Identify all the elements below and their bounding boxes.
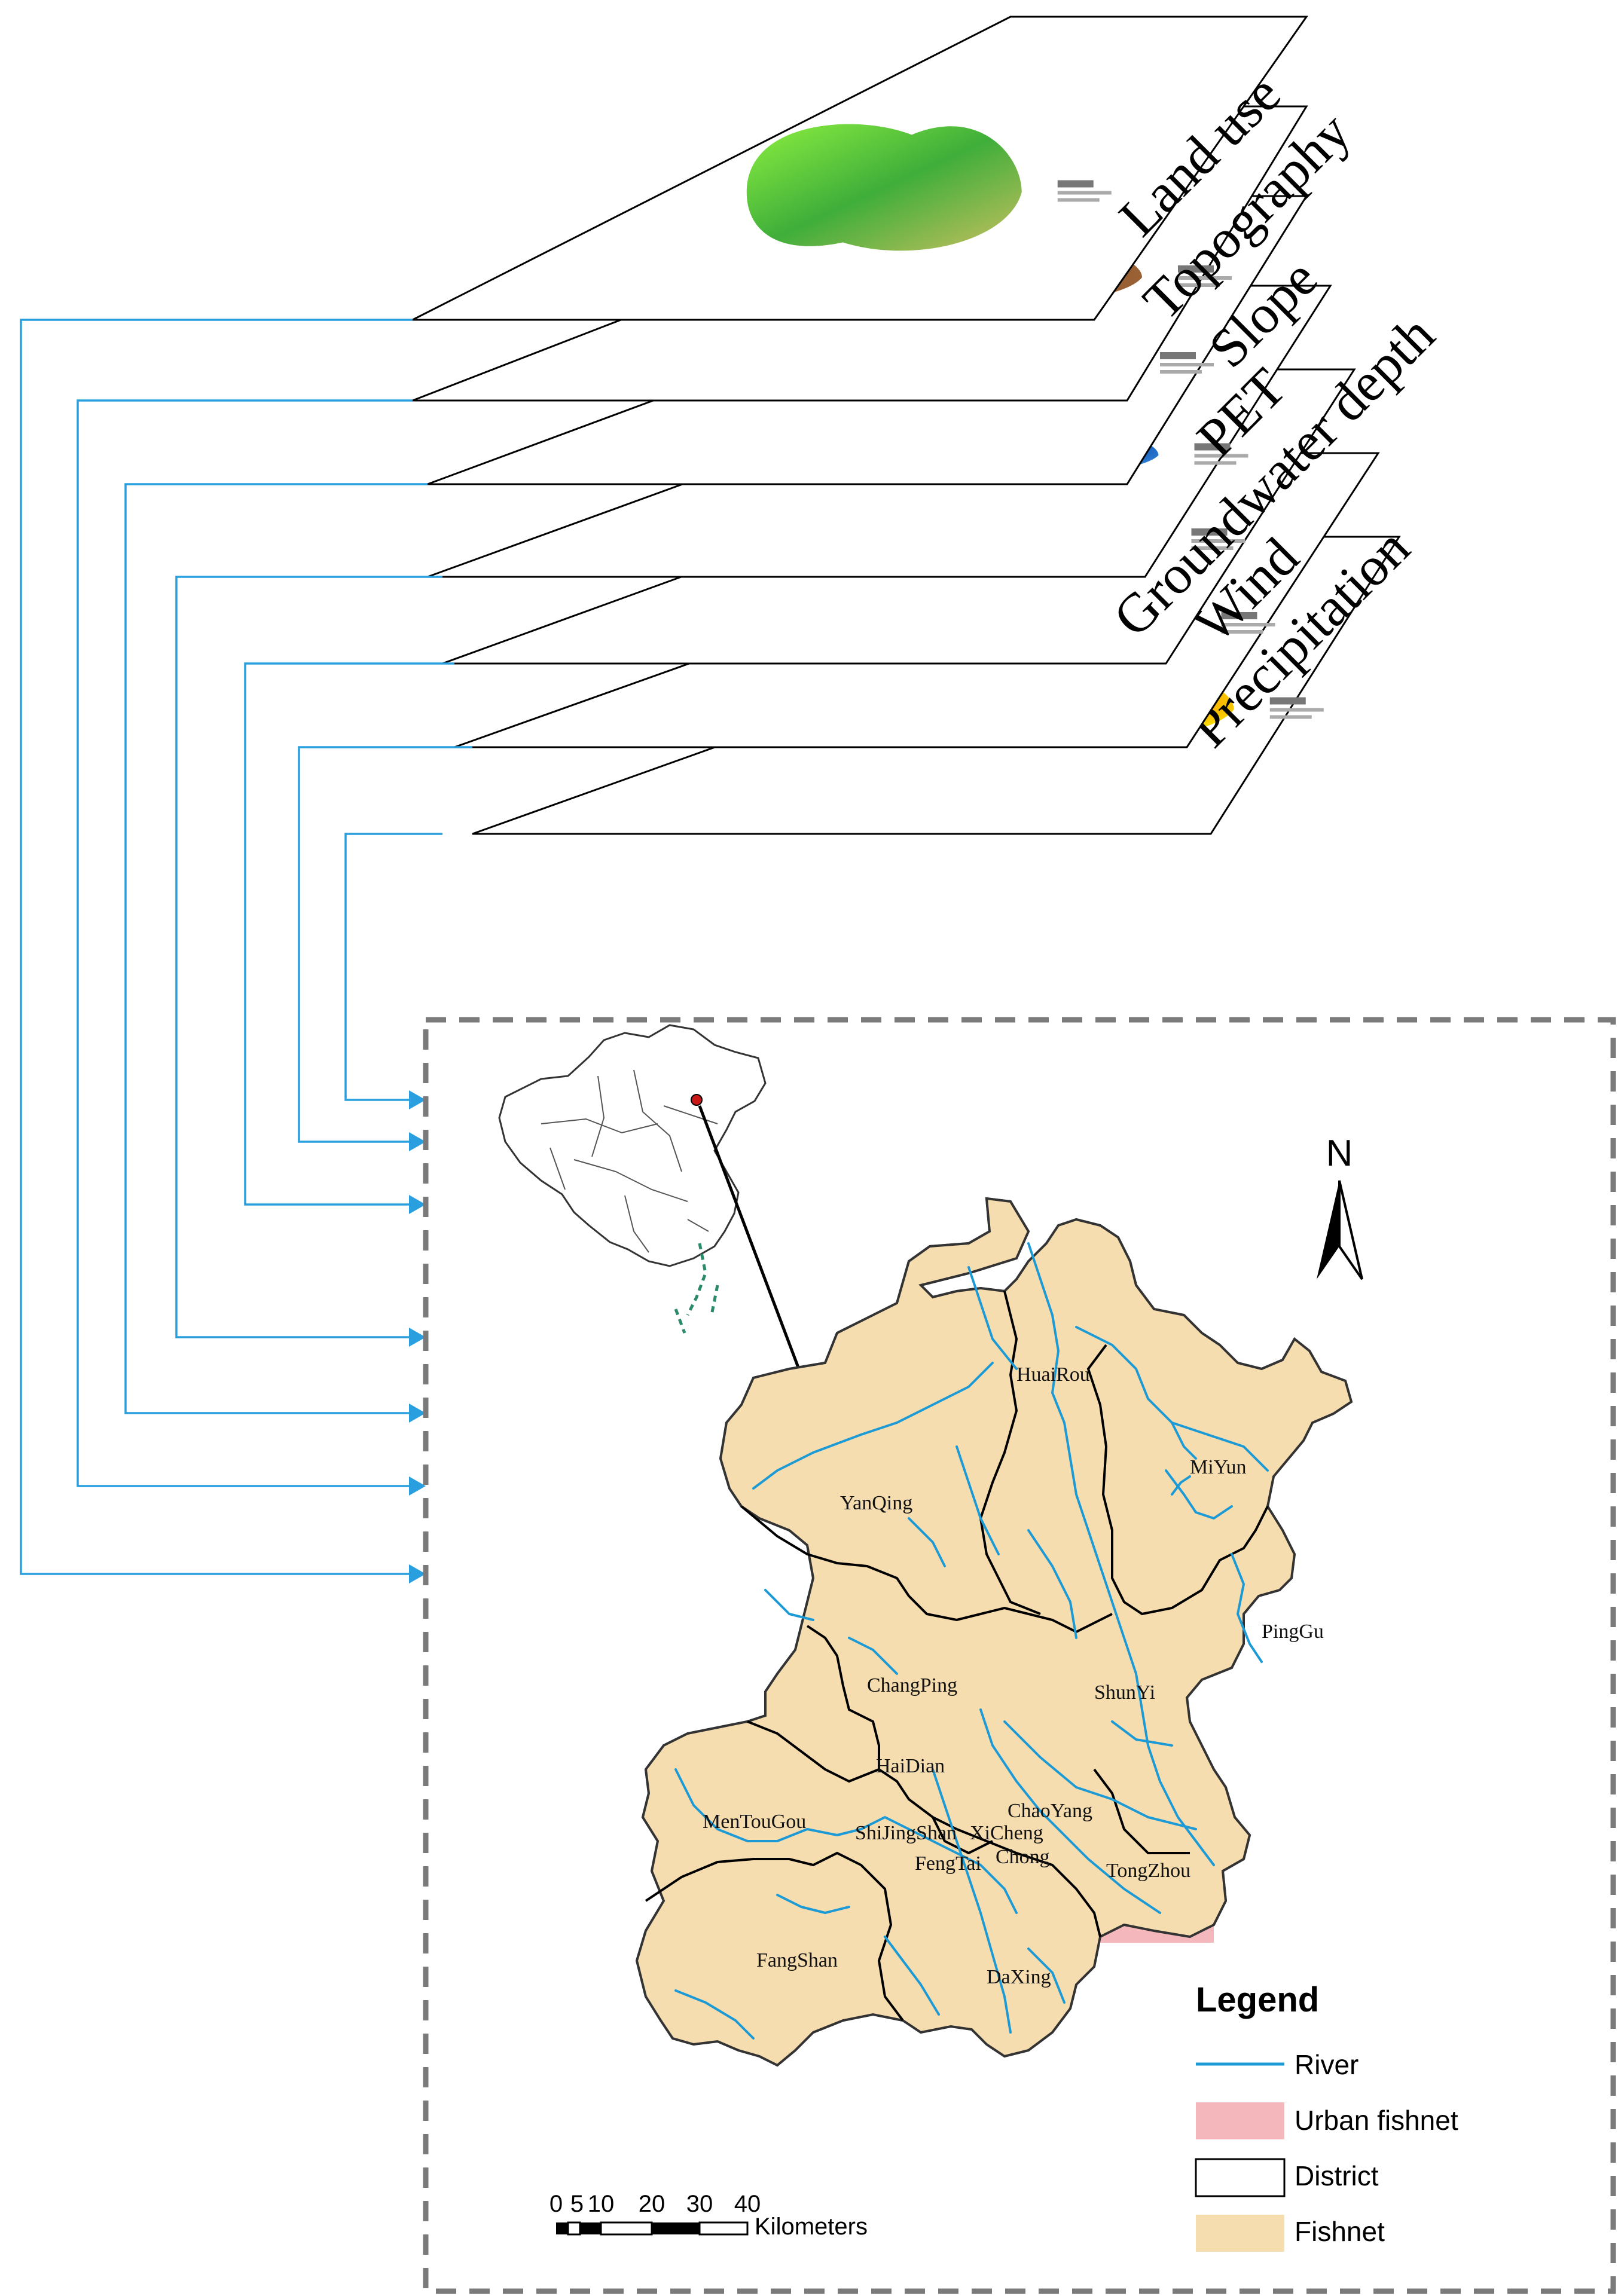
layer-raster-land_use <box>746 124 1022 251</box>
district-label-yanqing: YanQing <box>840 1492 912 1514</box>
north-arrow: N <box>1317 1133 1363 1280</box>
district-label-huairou: HuaiRou <box>1016 1363 1090 1386</box>
connector-topography <box>77 399 426 1496</box>
connector-arrowhead <box>409 1132 426 1151</box>
scale-tick-0: 0 <box>549 2191 563 2217</box>
beijing-location-marker <box>691 1094 703 1106</box>
layer-mini-legend <box>1191 528 1228 536</box>
beijing-district-map: HuaiRou MiYun YanQing PingGu ChangPing S… <box>635 1197 1353 2067</box>
district-label-mentougou: MenTouGou <box>703 1811 806 1833</box>
legend-label-urban-fishnet: Urban fishnet <box>1295 2105 1458 2136</box>
map-frame <box>423 1017 1616 2294</box>
layer-mini-legend <box>1057 180 1094 188</box>
layer-connectors <box>20 319 472 1583</box>
layer-mini-legend <box>1269 697 1306 705</box>
legend: Legend River Urban fishnet District Fish… <box>1195 1980 1458 2252</box>
scale-bar: 0 5 10 20 30 40 Kilometers <box>549 2191 868 2240</box>
connector-groundwater <box>244 662 454 1214</box>
scale-unit-label: Kilometers <box>755 2214 868 2240</box>
connector-precipitation <box>344 833 442 1109</box>
legend-swatch-fishnet <box>1196 2215 1284 2252</box>
scale-tick-10: 10 <box>588 2191 615 2217</box>
district-label-shijingshan: ShiJingShan <box>855 1822 957 1844</box>
scale-tick-5: 5 <box>570 2191 584 2217</box>
district-label-shunyi: ShunYi <box>1094 1682 1155 1704</box>
connector-arrowhead <box>409 1404 426 1423</box>
district-label-daxing: DaXing <box>987 1966 1051 1988</box>
scale-tick-30: 30 <box>686 2191 713 2217</box>
district-label-haidian: HaiDian <box>876 1755 945 1777</box>
district-label-xicheng: XiCheng <box>970 1822 1043 1844</box>
legend-swatch-district <box>1195 2158 1286 2197</box>
district-label-pinggu: PingGu <box>1262 1621 1324 1643</box>
connector-pet <box>175 576 442 1347</box>
layer-mini-legend <box>1221 612 1257 619</box>
district-label-changping: ChangPing <box>867 1674 957 1696</box>
district-label-tongzhou: TongZhou <box>1106 1860 1190 1882</box>
connector-arrowhead <box>409 1195 426 1214</box>
district-label-fengtai: FengTai <box>915 1852 981 1875</box>
scale-tick-40: 40 <box>734 2191 761 2217</box>
connector-land_use <box>20 319 426 1583</box>
legend-label-river: River <box>1295 2049 1358 2080</box>
layer-mini-legend <box>1178 265 1214 273</box>
district-label-chong: Chong <box>996 1846 1050 1868</box>
district-label-chaoyang: ChaoYang <box>1008 1800 1092 1822</box>
north-label: N <box>1326 1133 1353 1174</box>
district-label-fangshan: FangShan <box>756 1949 838 1971</box>
connector-wind <box>298 746 472 1151</box>
connector-slope <box>124 483 428 1423</box>
layer-mini-legend <box>1194 443 1231 451</box>
connector-arrowhead <box>409 1090 426 1109</box>
legend-swatch-urban-fishnet <box>1196 2102 1284 2139</box>
layer-mini-legend <box>1160 352 1196 359</box>
district-label-miyun: MiYun <box>1190 1456 1246 1478</box>
scale-tick-20: 20 <box>639 2191 665 2217</box>
north-arrow-right-half <box>1338 1180 1363 1280</box>
legend-label-fishnet: Fishnet <box>1295 2216 1385 2247</box>
north-arrow-left-half <box>1317 1181 1339 1279</box>
legend-title: Legend <box>1196 1980 1319 2019</box>
legend-label-district: District <box>1295 2160 1379 2191</box>
river-network <box>674 1242 1269 2040</box>
connector-arrowhead <box>409 1564 426 1583</box>
connector-arrowhead <box>409 1328 426 1347</box>
connector-arrowhead <box>409 1476 426 1496</box>
